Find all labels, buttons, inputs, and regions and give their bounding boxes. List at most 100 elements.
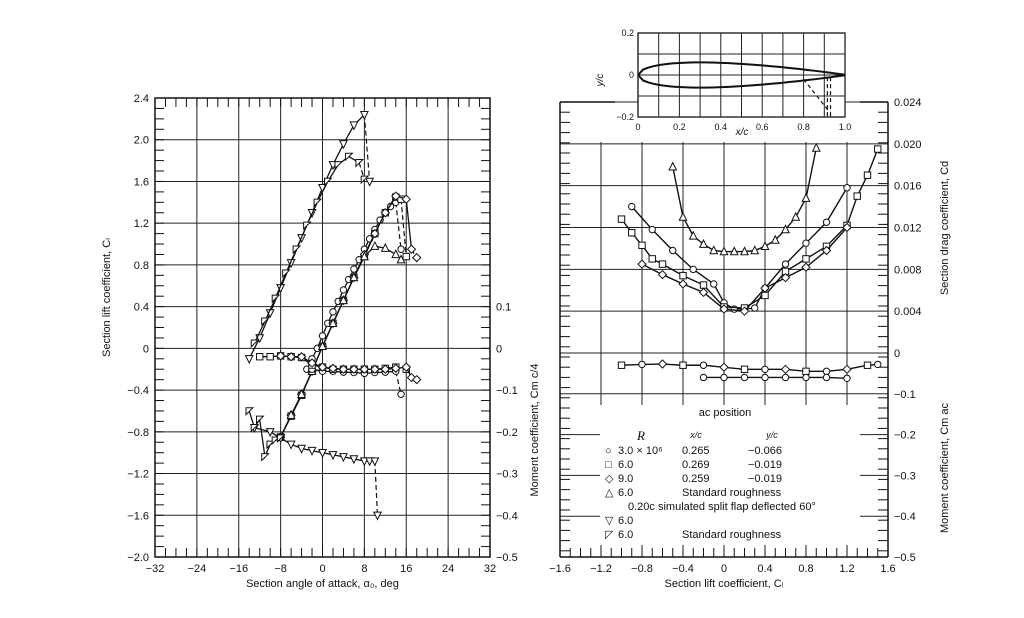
data-point xyxy=(710,280,718,288)
data-point xyxy=(802,367,810,376)
data-point xyxy=(842,222,852,233)
drag-tick-label: 0.024 xyxy=(894,97,922,109)
x-tick-label: −0.8 xyxy=(631,563,653,575)
drag-axis-title: Section drag coefficient, Cd xyxy=(939,161,951,295)
cmac-axis-title: Moment coefficient, Cm ac xyxy=(939,402,951,533)
y-tick-label: 0.4 xyxy=(134,302,149,314)
moment-tick-label: −0.1 xyxy=(894,389,916,401)
data-point xyxy=(396,254,406,264)
data-point xyxy=(679,361,687,369)
data-point xyxy=(843,374,851,382)
drag-tick-label: 0.020 xyxy=(894,139,922,151)
data-point xyxy=(391,363,401,374)
y-tick-label: 1.6 xyxy=(134,176,149,188)
y-tick-label: −1.2 xyxy=(127,469,149,481)
data-point xyxy=(344,152,354,162)
data-point xyxy=(637,259,647,269)
y2-tick-label: −0.3 xyxy=(496,469,518,481)
x-tick-label: −1.2 xyxy=(590,563,612,575)
data-point xyxy=(648,255,656,263)
legend-reynolds: 9.0 xyxy=(618,473,633,485)
data-point xyxy=(657,359,668,369)
data-point xyxy=(370,228,380,239)
data-point xyxy=(317,448,328,458)
legend-reynolds: 6.0 xyxy=(618,459,633,471)
data-point xyxy=(359,457,369,467)
data-point xyxy=(760,283,770,293)
data-point xyxy=(698,287,709,298)
data-point xyxy=(761,365,769,374)
data-point xyxy=(307,446,317,456)
inset-y-label: y/c xyxy=(595,74,606,88)
series-line xyxy=(620,148,879,309)
data-point xyxy=(328,318,338,328)
data-point xyxy=(349,364,359,374)
data-point xyxy=(255,353,264,361)
legend-header-R: R xyxy=(636,428,645,443)
data-point xyxy=(359,251,369,261)
legend-y-value: −0.019 xyxy=(748,473,782,485)
data-point xyxy=(339,286,348,294)
data-point xyxy=(372,511,382,521)
data-point xyxy=(628,229,636,237)
data-point xyxy=(842,364,852,375)
data-point xyxy=(317,362,328,372)
y-axis-title: Section lift coefficient, Cₗ xyxy=(101,238,113,357)
data-point xyxy=(740,365,749,374)
data-point xyxy=(380,364,391,374)
data-point xyxy=(265,428,275,438)
data-point xyxy=(802,239,810,247)
data-point xyxy=(874,360,882,369)
data-point xyxy=(275,351,286,361)
data-point xyxy=(370,457,380,467)
data-point xyxy=(380,208,391,218)
data-point xyxy=(751,304,759,312)
x-tick-label: −24 xyxy=(188,563,207,575)
data-point xyxy=(271,294,281,304)
data-point xyxy=(760,241,770,251)
legend-x-value: 0.269 xyxy=(682,459,710,471)
data-point xyxy=(853,192,861,200)
data-point xyxy=(250,423,260,433)
data-point xyxy=(761,373,769,382)
data-point xyxy=(365,457,375,467)
moment-tick-label: −0.5 xyxy=(894,552,916,564)
inset-x-tick: 0.4 xyxy=(715,122,728,132)
data-point xyxy=(668,161,678,171)
data-point xyxy=(638,360,646,369)
x-tick-label: −0.4 xyxy=(672,563,694,575)
drag-tick-label: 0 xyxy=(894,348,900,360)
x-tick-label: 0 xyxy=(721,563,727,575)
data-point xyxy=(761,291,769,300)
y-tick-label: 1.2 xyxy=(134,218,149,230)
data-point xyxy=(261,453,270,462)
data-point xyxy=(338,453,348,463)
series-line xyxy=(280,195,413,438)
data-point xyxy=(678,211,688,221)
data-point xyxy=(628,202,636,211)
inset-y-tick: 0.2 xyxy=(621,28,634,38)
legend-x-value: 0.259 xyxy=(682,473,710,485)
data-point xyxy=(638,241,646,249)
y-tick-label: 2.4 xyxy=(134,93,149,105)
data-point xyxy=(328,363,338,374)
legend-reynolds: 3.0 × 10⁶ xyxy=(618,445,663,457)
airfoil-profile-inset: 0 0.2 0.4 0.6 0.8 1.0−0.200.2y/cx/c xyxy=(595,28,851,138)
drag-tick-label: 0.016 xyxy=(894,181,922,193)
legend-marker: ▽ xyxy=(605,515,614,527)
drag-tick-label: 0.012 xyxy=(894,223,922,235)
data-point xyxy=(359,110,369,121)
data-point xyxy=(338,140,348,150)
data-point xyxy=(349,455,359,465)
moment-tick-label: −0.3 xyxy=(894,470,916,482)
legend-marker: △ xyxy=(605,487,614,499)
airfoil-upper-surface xyxy=(637,61,846,76)
data-point xyxy=(261,317,270,327)
data-point xyxy=(720,373,728,382)
inset-y-tick: −0.2 xyxy=(616,112,634,122)
data-point xyxy=(276,434,286,443)
data-point xyxy=(359,364,370,374)
x-axis-title: Section lift coefficient, Cₗ xyxy=(664,578,783,590)
moment-tick-label: −0.2 xyxy=(894,430,916,442)
data-point xyxy=(822,373,831,382)
